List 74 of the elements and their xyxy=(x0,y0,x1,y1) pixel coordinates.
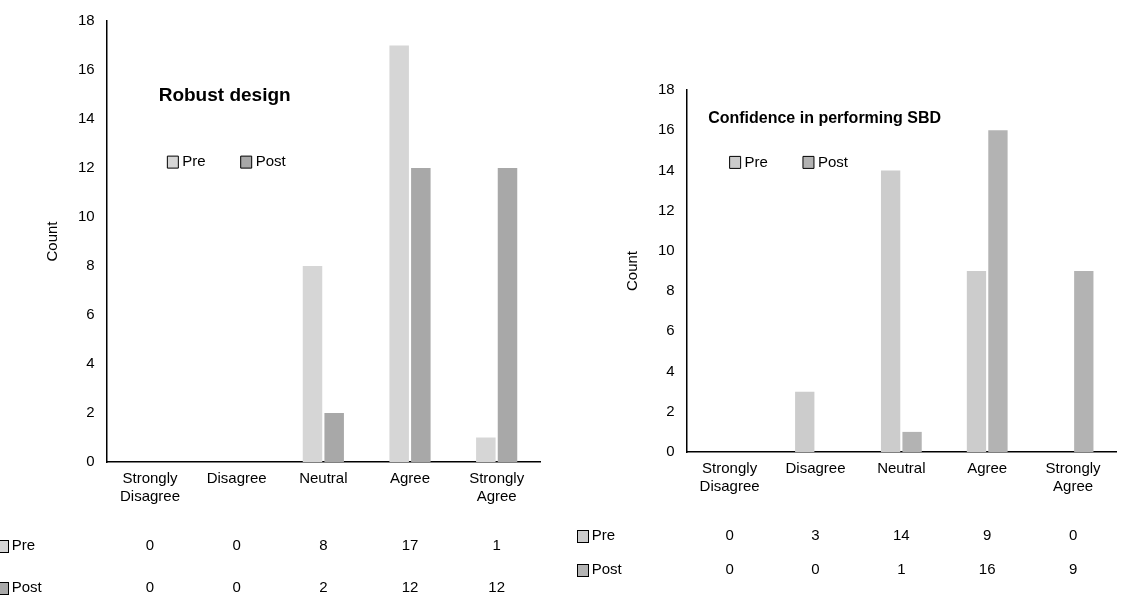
y-tick-label: 8 xyxy=(86,256,95,274)
y-tick-label: 14 xyxy=(658,160,675,178)
x-tick-label: Neutral xyxy=(877,459,926,477)
data-label: 0 xyxy=(1068,526,1078,544)
data-label: 12 xyxy=(488,578,506,596)
x-tick-label: Strongly Disagree xyxy=(120,469,181,505)
text: Confidence in performing SBD xyxy=(708,109,942,127)
bar xyxy=(302,266,323,462)
y-tick-label: 16 xyxy=(658,120,675,138)
y-tick-label: 8 xyxy=(666,281,675,299)
data-label: 0 xyxy=(725,526,734,544)
text: Pre xyxy=(591,526,616,544)
bar xyxy=(497,168,518,462)
x-tick-label: Strongly Disagree xyxy=(699,459,760,495)
x-tick-label: Agree xyxy=(389,469,431,487)
y-tick-label: 2 xyxy=(86,403,95,421)
x-tick-label: Disagree xyxy=(206,469,267,487)
data-label: 12 xyxy=(401,578,419,596)
data-label: 16 xyxy=(978,560,996,578)
bar xyxy=(1074,271,1094,452)
data-label: 17 xyxy=(401,536,419,554)
data-label: 9 xyxy=(983,526,992,544)
data-label: 3 xyxy=(811,526,820,544)
x-tick-label: Disagree xyxy=(785,459,846,477)
text: Pre xyxy=(11,536,36,554)
bar xyxy=(988,130,1008,452)
data-label: 0 xyxy=(232,536,241,554)
data-label: 0 xyxy=(232,578,241,596)
x-tick-label: Neutral xyxy=(299,469,348,487)
data-label: 0 xyxy=(725,560,734,578)
legend-label: Post xyxy=(817,152,849,170)
y-tick-label: 14 xyxy=(78,109,95,127)
y-tick-label: 10 xyxy=(658,241,675,259)
y-tick-label: 12 xyxy=(658,200,675,218)
text: Robust design xyxy=(158,84,291,106)
bar xyxy=(795,391,815,452)
y-tick-label: 4 xyxy=(86,354,95,372)
data-label: 8 xyxy=(319,536,328,554)
data-label: 2 xyxy=(319,578,328,596)
bar xyxy=(966,271,987,452)
y-tick-label: 2 xyxy=(666,401,675,419)
legend-label: Pre xyxy=(744,152,768,170)
data-label: 1 xyxy=(897,560,906,578)
data-label: 0 xyxy=(145,536,155,554)
bar xyxy=(902,431,922,452)
y-tick-label: 12 xyxy=(78,158,95,176)
y-tick-label: 18 xyxy=(78,11,95,29)
y-tick-label: 10 xyxy=(78,207,95,225)
text: Post xyxy=(11,578,42,596)
bar xyxy=(389,45,409,462)
y-tick-label: 4 xyxy=(666,361,675,379)
data-label: 0 xyxy=(145,578,155,596)
bar xyxy=(411,168,431,462)
data-label: 9 xyxy=(1068,560,1078,578)
y-tick-label: 6 xyxy=(86,305,95,323)
y-tick-label: 0 xyxy=(86,452,95,470)
data-label: 0 xyxy=(811,560,820,578)
legend-label: Pre xyxy=(182,152,206,170)
bar xyxy=(324,413,344,462)
y-tick-label: 18 xyxy=(658,80,675,98)
y-tick-label: 6 xyxy=(666,321,675,339)
x-tick-label: Agree xyxy=(967,459,1008,477)
y-tick-label: 0 xyxy=(666,442,675,460)
y-axis-title: Count xyxy=(623,250,641,292)
x-tick-label: Strongly Agree xyxy=(469,469,525,505)
legend-label: Post xyxy=(255,152,287,170)
data-label: 1 xyxy=(492,536,501,554)
bar xyxy=(880,170,901,452)
x-tick-label: Strongly Agree xyxy=(1045,459,1102,495)
bar xyxy=(476,437,496,462)
y-tick-label: 16 xyxy=(78,60,95,78)
data-label: 14 xyxy=(893,526,910,544)
text: Post xyxy=(591,560,622,578)
y-axis-title: Count xyxy=(43,220,61,262)
